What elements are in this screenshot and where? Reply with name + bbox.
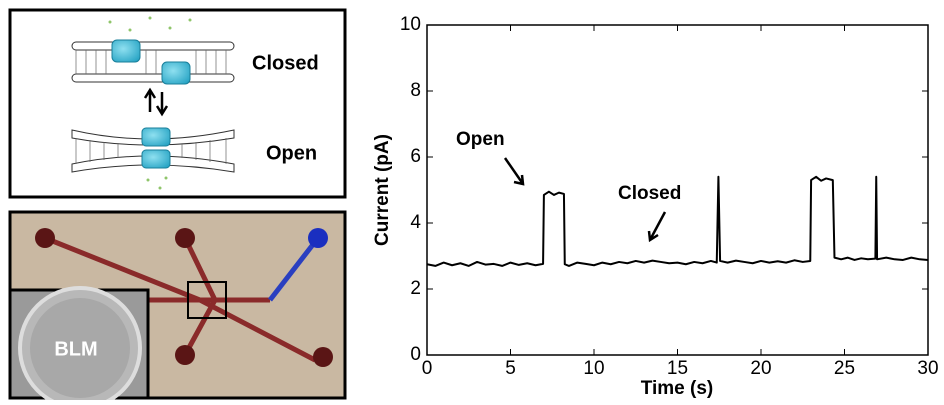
photo-panel: BLM <box>8 210 347 405</box>
inset-label: BLM <box>54 338 97 360</box>
x-tick-label: 5 <box>505 358 516 379</box>
x-tick-label: 0 <box>422 358 433 379</box>
y-tick-label: 10 <box>400 14 421 35</box>
x-tick-label: 15 <box>667 358 688 379</box>
annotation: Open <box>456 129 505 150</box>
x-tick-label: 10 <box>583 358 604 379</box>
y-tick-label: 2 <box>410 278 421 299</box>
x-axis-label: Time (s) <box>641 378 714 399</box>
y-tick-label: 8 <box>410 80 421 101</box>
state-label: Open <box>266 142 317 164</box>
y-axis-label: Current (pA) <box>372 134 393 246</box>
y-tick-label: 6 <box>410 146 421 167</box>
y-tick-label: 4 <box>410 212 421 233</box>
y-tick-label: 0 <box>410 344 421 365</box>
state-label: Closed <box>252 52 319 74</box>
annotation: Closed <box>618 183 681 204</box>
x-tick-label: 20 <box>750 358 771 379</box>
x-tick-label: 25 <box>834 358 855 379</box>
plot: Current (pA) Time (s) Open Closed 0 2 4 6 8 1… <box>372 14 939 399</box>
x-tick-label: 30 <box>917 358 938 379</box>
schematic-panel: Closed Open <box>8 8 347 199</box>
current-trace <box>426 175 929 267</box>
